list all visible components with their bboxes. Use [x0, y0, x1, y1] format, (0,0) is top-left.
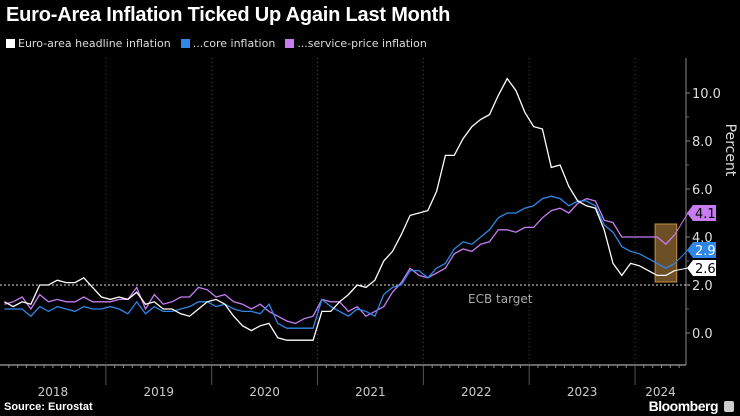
ecb-target-label: ECB target — [468, 292, 533, 306]
y-axis-label: Percent — [722, 124, 738, 177]
y-tick-label: 2.0 — [692, 279, 713, 294]
legend-swatch — [6, 39, 15, 48]
end-label-tag — [687, 242, 716, 258]
series-line-headline — [4, 77, 676, 341]
end-label-tag — [687, 205, 716, 221]
end-label-connector — [674, 212, 689, 235]
legend-swatch — [180, 39, 190, 48]
series-line-services — [4, 197, 676, 325]
y-tick-label: 6.0 — [692, 183, 713, 198]
bloomberg-icon — [724, 401, 734, 412]
end-label-headline: 2.6 — [674, 260, 716, 277]
end-label-core: 2.9 — [674, 242, 716, 264]
x-tick-label: 2021 — [355, 385, 386, 399]
source-note: Source: Eurostat — [4, 401, 93, 413]
end-label-value: 4.1 — [695, 207, 716, 222]
series-line-core — [4, 195, 676, 329]
end-label-value: 2.9 — [695, 244, 716, 259]
end-label-value: 2.6 — [695, 262, 716, 277]
x-tick-label: 2020 — [249, 385, 280, 399]
x-tick-label: 2019 — [143, 385, 174, 399]
chart-title: Euro-Area Inflation Ticked Up Again Last… — [6, 4, 451, 26]
highlight-box — [654, 223, 678, 283]
x-tick-label: 2022 — [461, 385, 492, 399]
end-label-services: 4.1 — [674, 205, 716, 235]
y-tick-label: 0.0 — [692, 327, 713, 342]
legend-item-core: ...core inflation — [180, 37, 276, 50]
y-tick-label: 8.0 — [692, 135, 713, 150]
legend-label: ...core inflation — [192, 37, 276, 50]
legend-swatch — [285, 39, 295, 48]
legend-label: ...service-price inflation — [297, 37, 427, 50]
legend-item-services: ...service-price inflation — [285, 37, 427, 50]
end-label-connector — [674, 267, 689, 272]
x-tick-label: 2018 — [38, 385, 69, 399]
end-label-tag — [687, 260, 716, 276]
end-label-connector — [674, 249, 689, 264]
bloomberg-logo: Bloomberg — [648, 398, 719, 414]
legend: Euro-area headline inflation ...core inf… — [6, 37, 427, 50]
x-tick-label: 2023 — [567, 385, 598, 399]
y-tick-label: 10.0 — [692, 87, 721, 102]
legend-item-headline: Euro-area headline inflation — [6, 37, 171, 50]
x-tick-label: 2024 — [645, 385, 676, 399]
legend-label: Euro-area headline inflation — [18, 37, 171, 50]
line-chart: 2018 2019 2020 2021 2022 2023 20240.02.04.06.0… — [0, 58, 738, 399]
